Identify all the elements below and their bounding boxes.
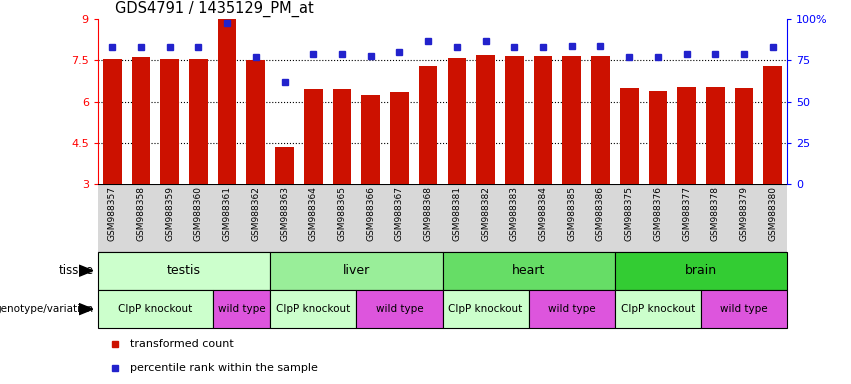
Text: liver: liver	[343, 264, 370, 277]
Text: genotype/variation: genotype/variation	[0, 304, 94, 314]
Bar	[648, 91, 667, 184]
Text: GSM988358: GSM988358	[136, 186, 146, 241]
Bar	[443, 252, 614, 290]
Text: GDS4791 / 1435129_PM_at: GDS4791 / 1435129_PM_at	[115, 1, 314, 17]
Text: GSM988360: GSM988360	[194, 186, 203, 241]
Bar	[477, 55, 495, 184]
Text: GSM988376: GSM988376	[654, 186, 662, 241]
Bar	[448, 58, 466, 184]
Bar	[419, 66, 437, 184]
Text: GSM988383: GSM988383	[510, 186, 519, 241]
Bar	[563, 56, 581, 184]
Bar	[98, 290, 213, 328]
Bar	[763, 66, 782, 184]
Bar	[275, 147, 294, 184]
Text: GSM988368: GSM988368	[424, 186, 432, 241]
Bar	[160, 59, 179, 184]
Text: GSM988361: GSM988361	[223, 186, 231, 241]
Text: wild type: wild type	[720, 304, 768, 314]
Text: GSM988359: GSM988359	[165, 186, 174, 241]
Text: percentile rank within the sample: percentile rank within the sample	[130, 363, 318, 373]
Text: brain: brain	[685, 264, 717, 277]
Bar	[701, 290, 787, 328]
Bar	[362, 95, 380, 184]
Text: wild type: wild type	[548, 304, 596, 314]
Text: GSM988362: GSM988362	[251, 186, 260, 241]
Bar	[706, 87, 725, 184]
Bar	[271, 252, 443, 290]
Text: GSM988364: GSM988364	[309, 186, 317, 241]
Bar	[132, 57, 151, 184]
Bar	[218, 19, 237, 184]
Bar	[213, 290, 271, 328]
Bar	[357, 290, 443, 328]
Bar	[103, 59, 122, 184]
Text: GSM988366: GSM988366	[366, 186, 375, 241]
Bar	[98, 252, 271, 290]
Text: GSM988385: GSM988385	[568, 186, 576, 241]
Text: tissue: tissue	[59, 264, 94, 277]
Bar	[505, 56, 523, 184]
Bar	[443, 290, 528, 328]
Bar	[534, 56, 552, 184]
Text: transformed count: transformed count	[130, 339, 234, 349]
Bar	[189, 59, 208, 184]
Polygon shape	[79, 304, 93, 314]
Text: GSM988377: GSM988377	[683, 186, 691, 241]
Text: testis: testis	[167, 264, 201, 277]
Text: GSM988386: GSM988386	[596, 186, 605, 241]
Text: GSM988382: GSM988382	[481, 186, 490, 241]
Bar	[271, 290, 357, 328]
Text: wild type: wild type	[375, 304, 423, 314]
Bar	[528, 290, 614, 328]
Text: GSM988367: GSM988367	[395, 186, 404, 241]
Text: GSM988381: GSM988381	[453, 186, 461, 241]
Bar	[734, 88, 753, 184]
Text: GSM988379: GSM988379	[740, 186, 749, 241]
Bar	[247, 61, 266, 184]
Text: GSM988363: GSM988363	[280, 186, 289, 241]
Bar	[620, 88, 638, 184]
Bar	[591, 56, 610, 184]
Text: GSM988375: GSM988375	[625, 186, 634, 241]
Text: GSM988384: GSM988384	[539, 186, 547, 241]
Text: ClpP knockout: ClpP knockout	[448, 304, 523, 314]
Text: ClpP knockout: ClpP knockout	[276, 304, 351, 314]
Bar	[614, 252, 787, 290]
Bar	[677, 87, 696, 184]
Bar	[390, 92, 408, 184]
Polygon shape	[79, 265, 93, 276]
Text: heart: heart	[512, 264, 545, 277]
Text: ClpP knockout: ClpP knockout	[620, 304, 695, 314]
Text: wild type: wild type	[218, 304, 266, 314]
Bar	[614, 290, 701, 328]
Text: GSM988357: GSM988357	[108, 186, 117, 241]
Bar	[333, 89, 351, 184]
Bar	[304, 89, 323, 184]
Text: GSM988378: GSM988378	[711, 186, 720, 241]
Text: GSM988380: GSM988380	[768, 186, 777, 241]
Text: ClpP knockout: ClpP knockout	[118, 304, 192, 314]
Text: GSM988365: GSM988365	[338, 186, 346, 241]
